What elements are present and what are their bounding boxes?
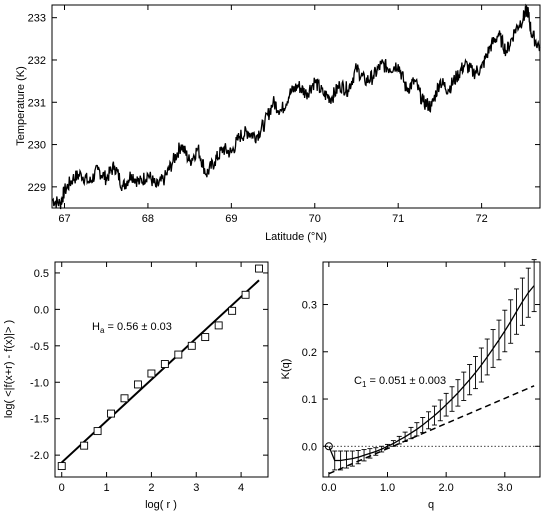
panel-moment-scaling-x-tick-label: 3.0 <box>497 482 512 494</box>
panel-moment-scaling-frame <box>322 261 541 478</box>
panel-moment-scaling-y-ticks: 0.0 0.1 0.2 0.3 <box>302 300 540 453</box>
panel-structure-function-y-tick-label: 0.0 <box>34 304 49 316</box>
structure-function-point <box>80 441 89 450</box>
panel-temperature-frame <box>51 4 541 209</box>
structure-function-point <box>57 462 66 471</box>
panel-structure-function-x-tick-label: 4 <box>238 482 244 494</box>
origin-marker <box>324 442 333 451</box>
c1-annotation-subscript: 1 <box>362 380 367 389</box>
temperature-series-line <box>51 3 541 210</box>
panel-moment-scaling-x-tick-label: 0.0 <box>321 482 336 494</box>
structure-function-point <box>214 321 223 330</box>
panel-structure-function-frame <box>54 261 269 478</box>
panel-temperature-y-tick-label: 231 <box>28 97 46 109</box>
structure-function-point <box>120 394 129 403</box>
linear-approximation-dashed-line <box>328 385 535 475</box>
panel-structure-function-y-label: log( <|f(x+r) - f(x)|> ) <box>3 320 15 418</box>
c1-annotation-value: = 0.051 ± 0.003 <box>366 375 446 387</box>
panel-temperature-x-ticks: 67 68 69 70 71 72 <box>58 5 488 225</box>
panel-temperature-x-tick-label: 69 <box>225 213 237 225</box>
panel-temperature-y-tick-label: 229 <box>28 182 46 194</box>
panel-temperature-x-label: Latitude (°N) <box>265 231 327 243</box>
panel-structure-function-x-ticks: 0 1 2 3 4 <box>59 262 244 494</box>
structure-function-point <box>160 360 169 368</box>
hurst-annotation-symbol: H <box>92 321 100 333</box>
panel-temperature-y-label: Temperature (K) <box>15 66 27 145</box>
panel-structure-function: 0 1 2 3 4 -2.0 -1.5 -1.0 -0.5 0.0 0.5 Ha = 0.56 ±… <box>3 261 269 511</box>
hurst-annotation: Ha = 0.56 ± 0.03 <box>92 321 172 335</box>
panel-moment-scaling-y-tick-label: 0.2 <box>302 347 317 359</box>
hurst-annotation-value: = 0.56 ± 0.03 <box>104 321 172 333</box>
panel-temperature-x-tick-label: 71 <box>392 213 404 225</box>
moment-scaling-curve <box>328 285 535 462</box>
panel-moment-scaling-y-tick-label: 0.0 <box>302 441 317 453</box>
structure-function-point <box>228 306 237 315</box>
panel-temperature-x-tick-label: 72 <box>475 213 487 225</box>
panel-structure-function-x-tick-label: 0 <box>59 482 65 494</box>
structure-function-point <box>93 427 102 436</box>
panel-structure-function-y-ticks: -2.0 -1.5 -1.0 -0.5 0.0 0.5 <box>30 268 268 462</box>
panel-structure-function-y-tick-label: -1.0 <box>30 377 49 389</box>
structure-function-point <box>147 369 156 378</box>
c1-annotation-symbol: C <box>354 375 362 387</box>
structure-function-point <box>187 341 196 350</box>
structure-function-point <box>174 350 183 359</box>
panel-temperature-y-tick-label: 232 <box>28 55 46 67</box>
panel-structure-function-x-label: log( r ) <box>145 499 177 511</box>
panel-temperature-x-tick-label: 67 <box>58 213 70 225</box>
panel-structure-function-x-tick-label: 1 <box>104 482 110 494</box>
panel-moment-scaling-x-tick-label: 1.0 <box>380 482 395 494</box>
structure-function-point <box>201 333 210 342</box>
panel-moment-scaling-y-label: K(q) <box>280 359 292 380</box>
panel-temperature: 67 68 69 70 71 72 229 230 231 232 233 Latitude (°… <box>15 3 541 243</box>
panel-temperature-x-tick-label: 68 <box>142 213 154 225</box>
structure-function-point <box>107 409 116 418</box>
panel-temperature-x-tick-label: 70 <box>309 213 321 225</box>
panel-structure-function-y-tick-label: 0.5 <box>34 268 49 280</box>
panel-temperature-y-ticks: 229 230 231 232 233 <box>28 13 540 194</box>
panel-moment-scaling-y-tick-label: 0.1 <box>302 394 317 406</box>
panel-structure-function-y-tick-label: -1.5 <box>30 414 49 426</box>
c1-annotation: C1 = 0.051 ± 0.003 <box>354 375 446 389</box>
panel-structure-function-y-tick-label: -0.5 <box>30 341 49 353</box>
moment-scaling-error-bars <box>332 259 537 471</box>
panel-moment-scaling: 0.0 1.0 2.0 3.0 0.0 0.1 0.2 0.3 C1 = 0.051 ± 0… <box>280 259 541 511</box>
hurst-annotation-subscript: a <box>100 326 105 335</box>
panel-moment-scaling-x-label: q <box>428 499 434 511</box>
panel-temperature-y-tick-label: 230 <box>28 140 46 152</box>
panel-moment-scaling-x-ticks: 0.0 1.0 2.0 3.0 <box>321 262 512 494</box>
panel-moment-scaling-y-tick-label: 0.3 <box>302 300 317 312</box>
panel-structure-function-x-tick-label: 2 <box>148 482 154 494</box>
panel-structure-function-x-tick-label: 3 <box>193 482 199 494</box>
panel-moment-scaling-x-tick-label: 2.0 <box>439 482 454 494</box>
structure-function-point <box>134 380 142 389</box>
panel-structure-function-y-tick-label: -2.0 <box>30 450 49 462</box>
structure-function-point <box>255 264 263 273</box>
structure-function-point <box>241 290 250 299</box>
panel-temperature-y-tick-label: 233 <box>28 13 46 25</box>
structure-function-points <box>57 264 263 471</box>
